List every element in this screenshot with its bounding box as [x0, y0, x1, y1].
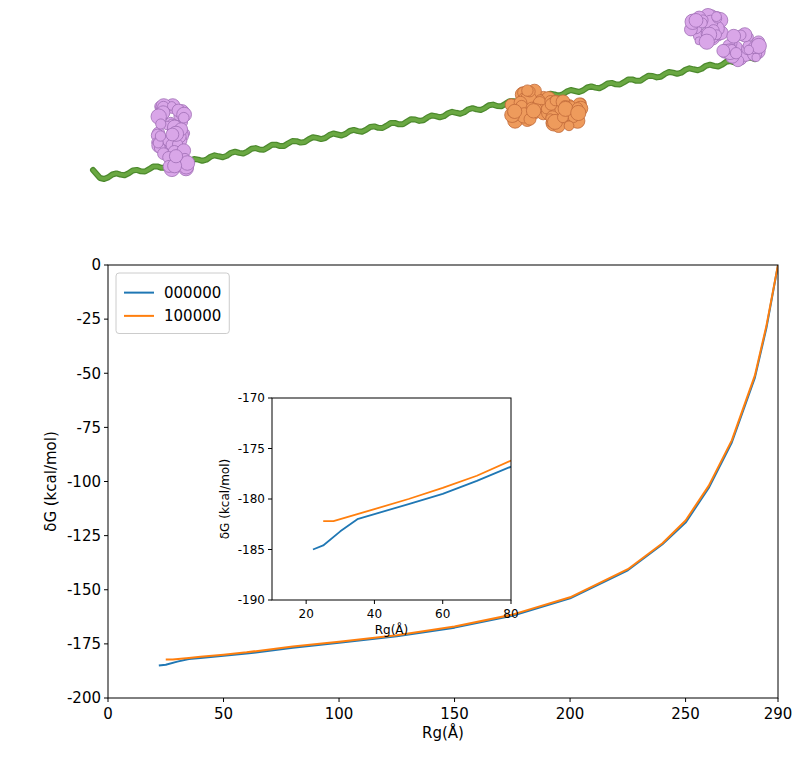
- y-tick-label: -100: [67, 473, 101, 491]
- figure: 050100150200250290-200-175-150-125-100-7…: [0, 0, 800, 765]
- x-tick: [778, 698, 779, 702]
- x-tick: [685, 698, 686, 702]
- domain-blob: [508, 104, 522, 118]
- y-tick: [104, 698, 108, 699]
- y-tick: [104, 481, 108, 482]
- x-tick-label: 200: [556, 705, 585, 723]
- y-tick-label: -200: [67, 689, 101, 707]
- x-tick: [108, 698, 109, 702]
- domain-blob: [689, 14, 703, 28]
- chart-1: 20 40 60 80 -190 -185 -180 -175 -170 Rg(Å) δG (kca…: [218, 391, 518, 637]
- lines: [313, 461, 511, 550]
- y-tick-label: -150: [67, 581, 101, 599]
- legend-swatch: [124, 292, 154, 294]
- domain-blob: [179, 112, 190, 123]
- series-line: [166, 265, 778, 659]
- y-tick-label: -75: [77, 419, 102, 437]
- x-tick-label: 80: [503, 607, 518, 621]
- y-tick: [268, 398, 272, 399]
- domain-blob: [156, 119, 166, 129]
- series-line: [159, 265, 778, 666]
- y-tick: [104, 643, 108, 644]
- legend-swatch: [124, 315, 154, 317]
- x-tick: [442, 600, 443, 604]
- series-line: [313, 467, 511, 550]
- chart-0: 050100150200250290-200-175-150-125-100-7…: [42, 256, 792, 742]
- x-tick-label: 20: [299, 607, 314, 621]
- x-tick: [339, 698, 340, 702]
- x-tick: [454, 698, 455, 702]
- y-tick-label: 0: [91, 256, 101, 274]
- y-tick: [104, 427, 108, 428]
- y-tick-label: -190: [238, 593, 265, 607]
- strand-outline: [93, 58, 755, 179]
- x-axis-title: Rg(Å): [422, 723, 464, 742]
- lines: [159, 265, 778, 666]
- domain-blob: [744, 45, 753, 54]
- plot-area: [272, 398, 511, 600]
- y-tick: [104, 265, 108, 266]
- legend-frame: [116, 273, 229, 334]
- legend: 000000 100000: [116, 273, 229, 334]
- y-tick: [268, 448, 272, 449]
- x-tick-label: 100: [325, 705, 354, 723]
- y-tick: [104, 589, 108, 590]
- domain-blob: [169, 150, 182, 163]
- domain-blob: [712, 12, 722, 22]
- domain-blob: [752, 53, 760, 61]
- x-tick-label: 60: [435, 607, 450, 621]
- y-tick-label: -170: [238, 391, 265, 405]
- x-axis-title: Rg(Å): [375, 622, 409, 637]
- y-tick: [268, 499, 272, 500]
- series-line: [323, 461, 511, 522]
- domain-blob: [166, 128, 179, 141]
- domain-blob: [717, 44, 730, 57]
- domain-blob: [155, 131, 165, 141]
- y-tick: [104, 535, 108, 536]
- domain-blob: [727, 29, 741, 43]
- x-tick: [570, 698, 571, 702]
- legend-label: 100000: [164, 307, 221, 325]
- domain-blob: [699, 34, 714, 49]
- y-tick-label: -175: [238, 442, 265, 456]
- x-tick: [223, 698, 224, 702]
- background: [0, 0, 800, 765]
- y-axis-title: δG (kcal/mol): [218, 459, 232, 539]
- x-tick-label: 150: [440, 705, 469, 723]
- x-tick-label: 0: [103, 705, 113, 723]
- x-tick: [306, 600, 307, 604]
- domain-blob: [177, 107, 192, 122]
- y-tick-label: -25: [77, 310, 102, 328]
- y-tick-label: -175: [67, 635, 101, 653]
- x-tick-label: 290: [764, 705, 793, 723]
- y-tick-label: -185: [238, 543, 265, 557]
- domain-blob: [564, 121, 574, 131]
- x-tick: [511, 600, 512, 604]
- domain-blob: [571, 105, 586, 120]
- y-tick-label: -50: [77, 365, 102, 383]
- domain-blob: [730, 48, 741, 59]
- y-tick-label: -125: [67, 527, 101, 545]
- plot-area: [108, 265, 778, 698]
- strand: [93, 58, 755, 179]
- y-axis-title: δG (kcal/mol): [42, 431, 60, 532]
- y-tick: [104, 373, 108, 374]
- structure-illustration: [93, 9, 766, 180]
- y-tick: [104, 319, 108, 320]
- legend-label: 000000: [164, 284, 221, 302]
- domain-blob: [526, 104, 540, 118]
- x-tick-label: 250: [671, 705, 700, 723]
- x-tick-label: 50: [214, 705, 233, 723]
- y-tick: [268, 549, 272, 550]
- y-tick-label: -180: [238, 492, 265, 506]
- y-tick: [268, 600, 272, 601]
- x-tick-label: 40: [367, 607, 382, 621]
- x-tick: [374, 600, 375, 604]
- plot-frame: [108, 265, 778, 698]
- plot-frame: [272, 398, 511, 600]
- domain-blob: [522, 85, 533, 96]
